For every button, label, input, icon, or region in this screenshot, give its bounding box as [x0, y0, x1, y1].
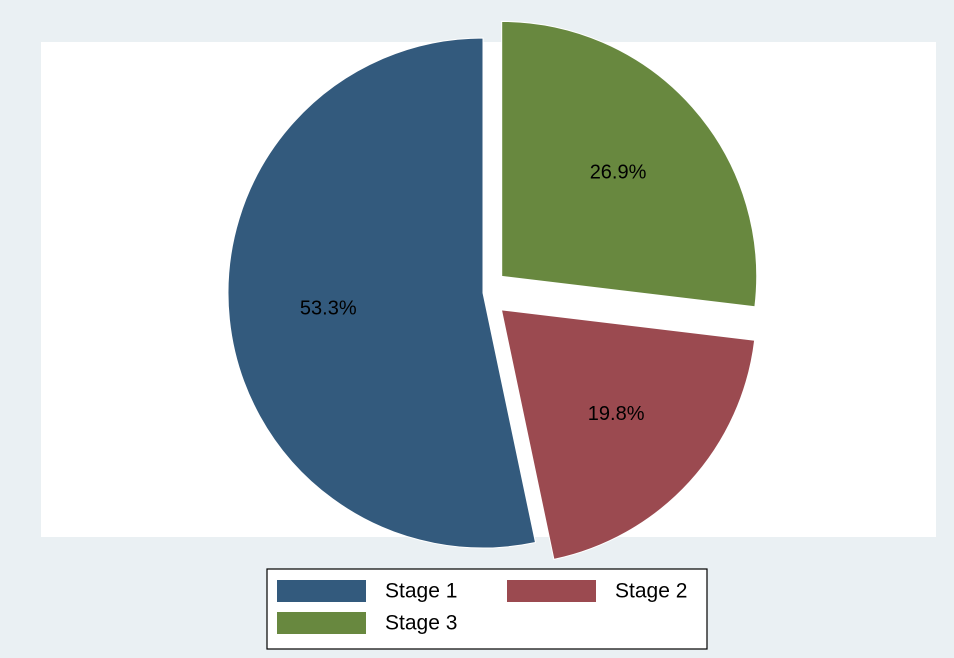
legend-label-stage-2: Stage 2 [615, 580, 687, 603]
legend: Stage 1 Stage 2 Stage 3 [266, 568, 708, 650]
legend-key-stage-3 [277, 612, 366, 634]
slice-value-label-stage-3: 26.9% [590, 161, 647, 183]
legend-label-stage-3: Stage 3 [385, 612, 457, 635]
pie-slices [227, 20, 758, 561]
legend-label-stage-1: Stage 1 [385, 580, 457, 603]
legend-box [266, 568, 708, 650]
slice-value-label-stage-1: 53.3% [300, 297, 357, 319]
pie-slice-stage-2 [500, 309, 756, 561]
legend-key-stage-1 [277, 580, 366, 602]
pie-slice-stage-1 [227, 37, 537, 549]
legend-key-stage-2 [507, 580, 596, 602]
pie-slice-stage-3 [501, 20, 758, 308]
slice-value-label-stage-2: 19.8% [588, 403, 645, 425]
pie-slice-labels: 53.3% 19.8% 26.9% [300, 161, 647, 425]
